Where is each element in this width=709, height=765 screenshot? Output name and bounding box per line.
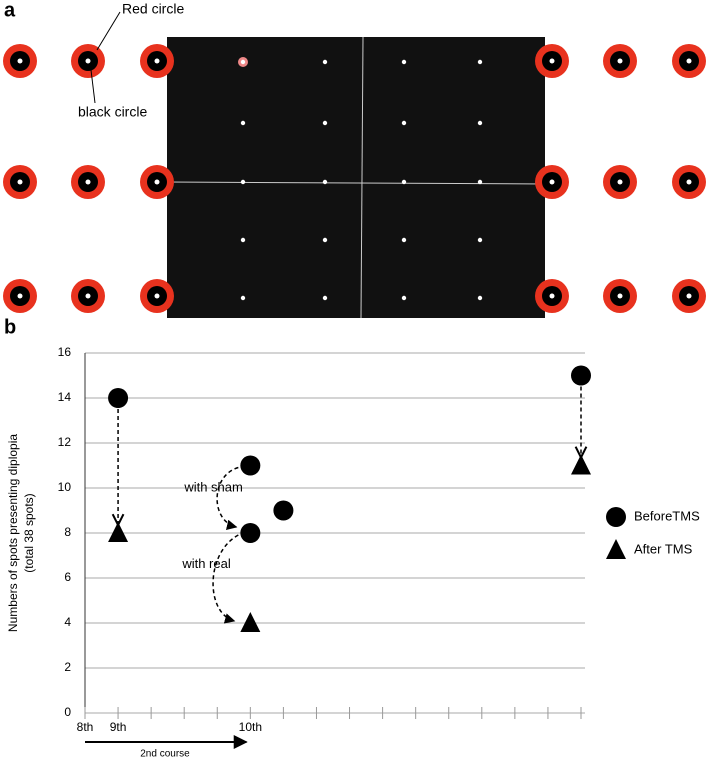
point [606,507,626,527]
annotation: with real [181,556,231,571]
y-tick-label: 10 [58,480,72,494]
legend-label: BeforeTMS [634,508,700,523]
point [606,539,626,559]
y-tick-label: 14 [58,390,72,404]
target-dot [240,295,246,301]
target-dot [154,293,160,299]
point [240,523,261,543]
point [571,365,591,386]
x-tick-label: 8th [77,720,94,734]
target-dot [401,237,407,243]
target-dot [322,237,328,243]
annotation: with sham [183,479,243,494]
target-dot [477,237,483,243]
target-dot [401,59,407,65]
fixation-line [360,36,364,319]
annotation-line [96,11,121,51]
target-dot [240,179,246,185]
target-dot [617,58,623,64]
target-dot [322,179,328,185]
target-dot [686,293,692,299]
target-dot [549,293,555,299]
x-tick-label: 9th [110,720,127,734]
point [240,612,261,632]
y-tick-label: 12 [58,435,72,449]
point [571,454,591,475]
target-dot [686,179,692,185]
x-axis-label: 2nd course [140,749,190,760]
annotation: Red circle [122,1,184,17]
fixation-line [166,181,546,185]
target-dot [154,58,160,64]
target-dot [477,120,483,126]
target-dot [17,58,23,64]
target-dot [322,120,328,126]
target-dot [477,295,483,301]
target-dot [549,58,555,64]
arrow [216,466,239,530]
y-tick-label: 0 [64,705,71,719]
y-axis-label: Numbers of spots presenting diplopia (tot… [6,434,36,632]
y-tick-label: 2 [64,660,71,674]
legend-label: After TMS [634,541,693,556]
y-tick-label: 8 [64,525,71,539]
annotation: black circle [78,104,147,120]
target-dot [617,293,623,299]
target-dot [477,179,483,185]
point [240,455,261,476]
y-tick-label: 6 [64,570,71,584]
target-dot [686,58,692,64]
y-tick-label: 4 [64,615,71,629]
target-dot [477,59,483,65]
target-dot [549,179,555,185]
target-dot [154,179,160,185]
y-axis-label-line: (total 38 spots) [22,493,36,572]
chart: 0 2 4 6 8 10 12 14 16 8th 9th 10th Numbers of spots … [6,345,700,759]
target-dot [17,179,23,185]
target-dot [401,295,407,301]
target-dot [240,120,246,126]
target-dot [322,295,328,301]
panel-label: a [4,0,16,21]
target-dot [240,59,246,65]
point [273,500,294,521]
target-dot [17,293,23,299]
target-dot [322,59,328,65]
stimulus-screen [167,37,545,318]
annotation-line [90,69,96,104]
target-dot [85,293,91,299]
target-dot [240,237,246,243]
stimulus-targets [3,44,706,313]
panel-label: b [4,316,16,338]
point [108,522,129,542]
point [108,388,129,408]
target-dot [401,120,407,126]
y-axis-label-line: Numbers of spots presenting diplopia [6,434,20,632]
target-dot [401,179,407,185]
y-tick-label: 16 [58,345,72,359]
arrow [212,534,239,624]
x-tick-label: 10th [239,720,262,734]
target-dot [85,58,91,64]
target-dot [85,179,91,185]
target-dot [617,179,623,185]
